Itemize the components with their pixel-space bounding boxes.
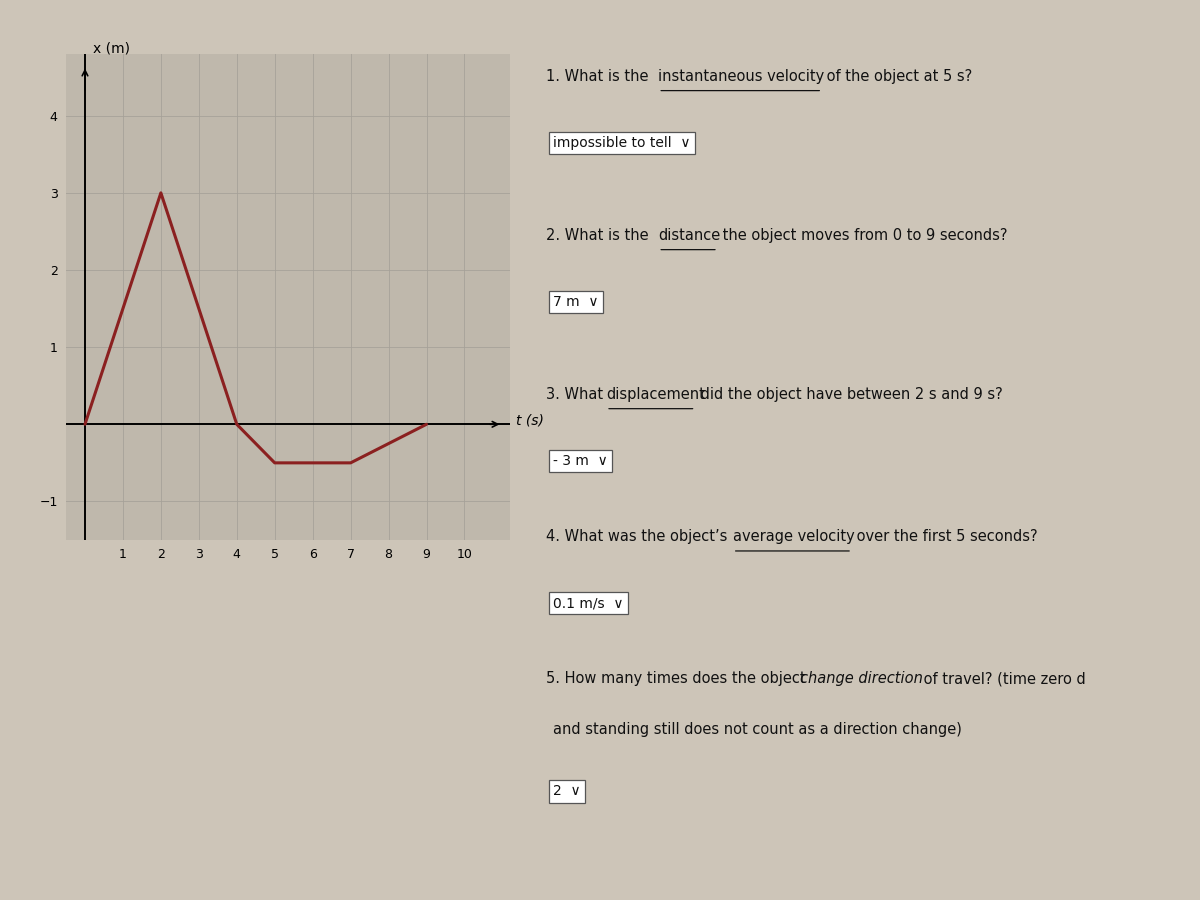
Text: instantaneous velocity: instantaneous velocity	[659, 68, 824, 84]
Text: 7 m  ∨: 7 m ∨	[553, 295, 599, 309]
Text: displacement: displacement	[606, 387, 704, 402]
Text: change direction: change direction	[800, 671, 923, 687]
Text: 5. How many times does the object: 5. How many times does the object	[546, 671, 811, 687]
Text: and standing still does not count as a direction change): and standing still does not count as a d…	[553, 722, 962, 737]
Text: t (s): t (s)	[516, 413, 544, 428]
Text: 1. What is the: 1. What is the	[546, 68, 654, 84]
Text: distance: distance	[659, 228, 720, 243]
Text: average velocity: average velocity	[733, 529, 854, 544]
Text: 0.1 m/s  ∨: 0.1 m/s ∨	[553, 596, 624, 610]
Text: over the first 5 seconds?: over the first 5 seconds?	[852, 529, 1038, 544]
Text: impossible to tell  ∨: impossible to tell ∨	[553, 136, 690, 149]
Text: the object moves from 0 to 9 seconds?: the object moves from 0 to 9 seconds?	[718, 228, 1007, 243]
Text: 3. What: 3. What	[546, 387, 608, 402]
Text: 2  ∨: 2 ∨	[553, 785, 581, 798]
Text: - 3 m  ∨: - 3 m ∨	[553, 454, 607, 468]
Text: of the object at 5 s?: of the object at 5 s?	[822, 68, 972, 84]
Text: of travel? (time zero d: of travel? (time zero d	[919, 671, 1086, 687]
Text: did the object have between 2 s and 9 s?: did the object have between 2 s and 9 s?	[696, 387, 1002, 402]
Text: x (m): x (m)	[94, 41, 131, 56]
Text: 4. What was the object’s: 4. What was the object’s	[546, 529, 732, 544]
Text: 2. What is the: 2. What is the	[546, 228, 654, 243]
